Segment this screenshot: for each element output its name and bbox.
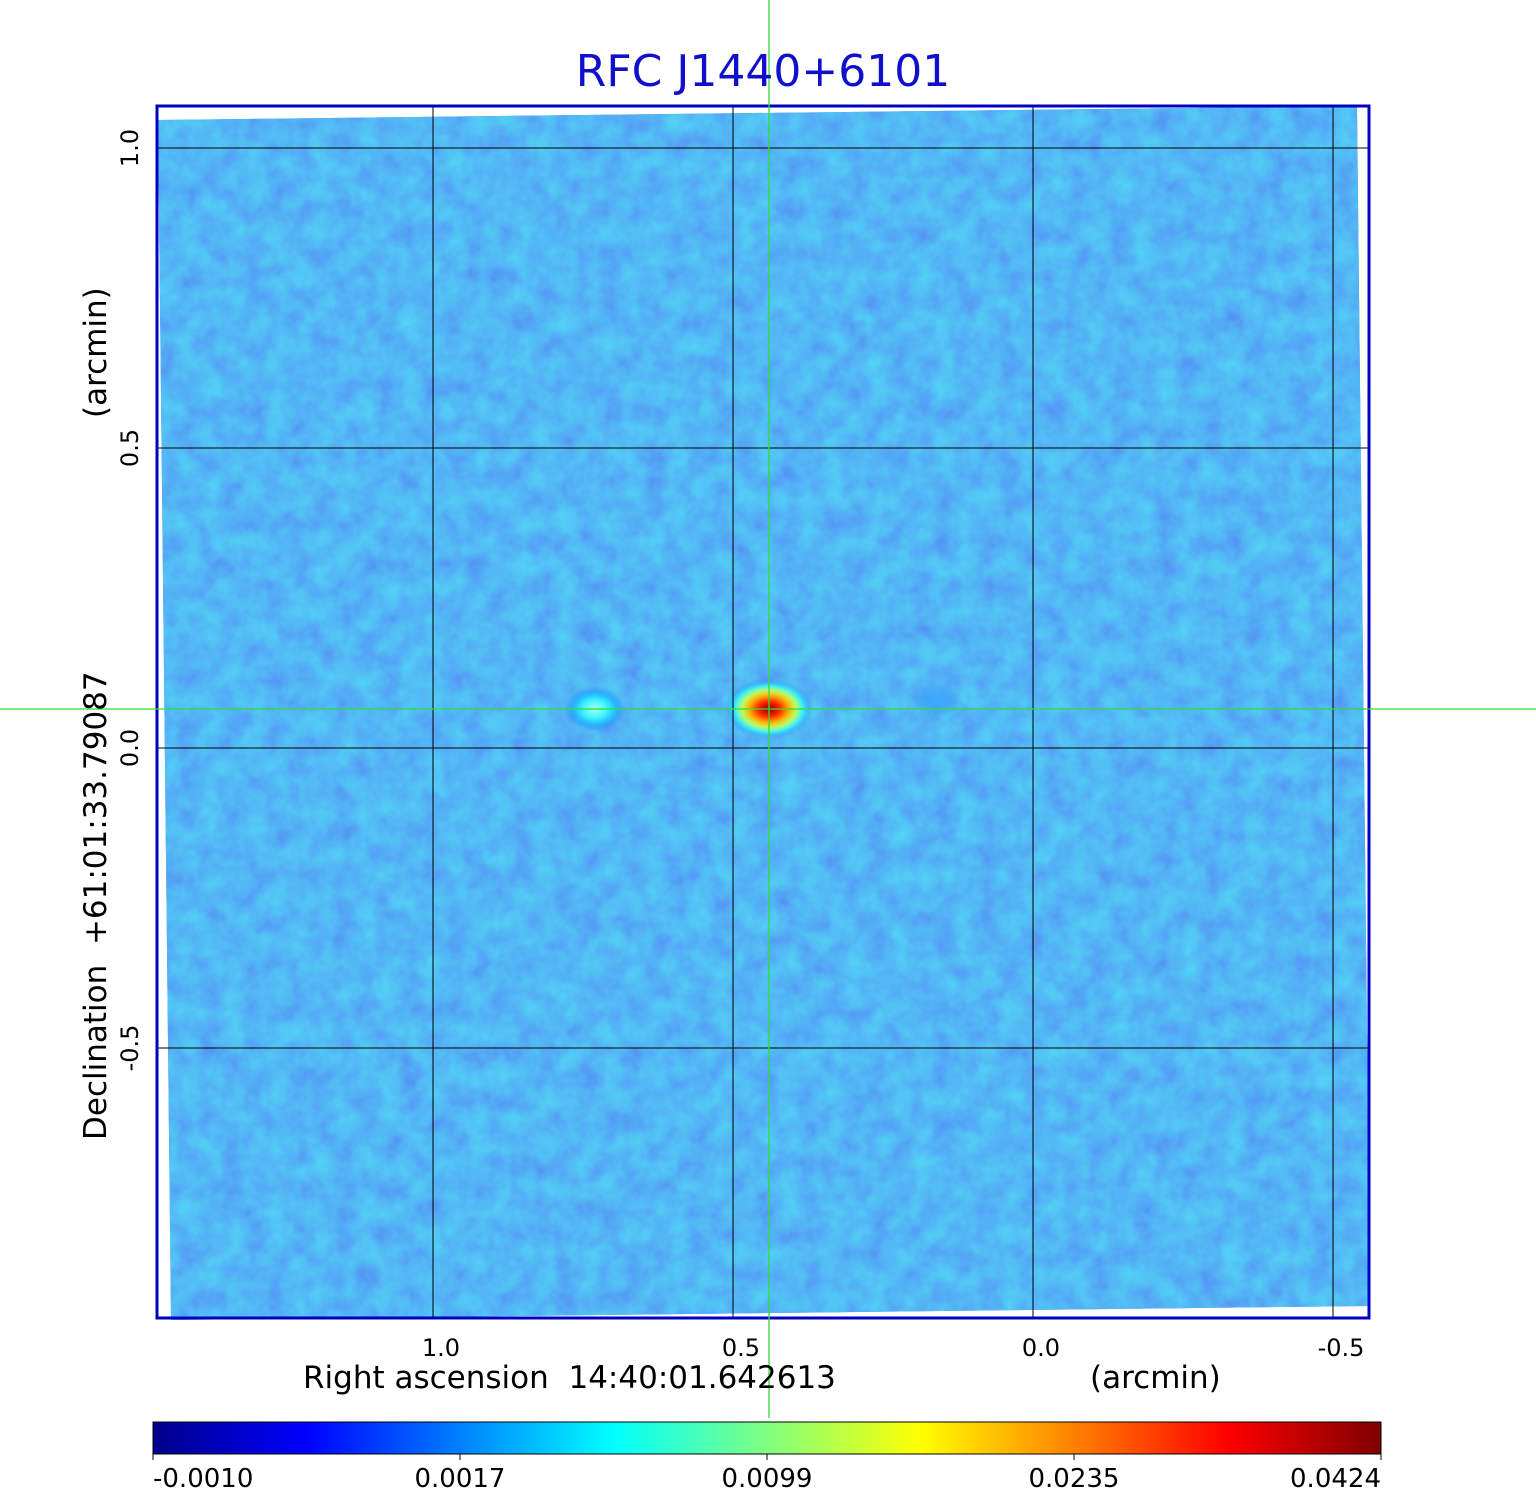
map-image [158,106,1370,1320]
y-tick-label-0: 1.0 [116,129,144,167]
coordinate-grid [157,106,1369,1318]
x-axis-label: Right ascension 14:40:01.642613 [303,1360,836,1396]
chart-title: RFC J1440+6101 [576,46,950,97]
colorbar [152,1421,1382,1455]
x-tick-label-1: 0.5 [722,1334,760,1362]
colorbar-tick-label-1: 0.0017 [415,1464,506,1494]
crosshair [0,0,1536,1418]
x-axis-unit: (arcmin) [1090,1360,1221,1396]
y-tick-labels: 1.0 0.5 0.0 -0.5 [116,129,144,1072]
y-axis-label: Declination +61:01:33.79087 [78,671,114,1140]
y-tick-label-1: 0.5 [116,429,144,467]
x-tick-label-0: 1.0 [422,1334,460,1362]
source-blob-2 [911,684,963,716]
y-tick-label-2: 0.0 [116,729,144,767]
colorbar-tick-label-0: -0.0010 [153,1464,253,1494]
plot-frame [155,104,1371,1320]
y-tick-label-3: -0.5 [116,1025,144,1072]
x-tick-label-2: 0.0 [1022,1334,1060,1362]
colorbar-tick-label-3: 0.0235 [1029,1464,1120,1494]
colorbar-tick-label-2: 0.0099 [722,1464,813,1494]
colorbar-tick-label-4: 0.0424 [1290,1464,1381,1494]
x-tick-labels: 1.0 0.5 0.0 -0.5 [422,1334,1365,1362]
y-axis-unit: (arcmin) [78,287,114,418]
colorbar-tick-labels: -0.0010 0.0017 0.0099 0.0235 0.0424 [152,1454,1382,1494]
x-tick-label-3: -0.5 [1318,1334,1365,1362]
